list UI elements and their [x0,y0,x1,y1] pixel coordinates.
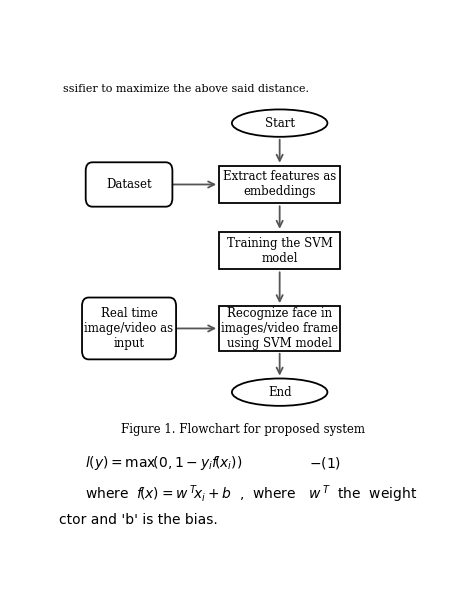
Text: Training the SVM
model: Training the SVM model [227,237,333,265]
Text: Extract features as
embeddings: Extract features as embeddings [223,170,336,199]
FancyBboxPatch shape [219,166,340,204]
Text: $- (1)$: $- (1)$ [309,455,341,471]
Ellipse shape [232,110,328,137]
FancyBboxPatch shape [86,162,173,207]
Text: Real time
image/video as
input: Real time image/video as input [84,307,173,350]
Ellipse shape [232,378,328,406]
Text: ctor and 'b' is the bias.: ctor and 'b' is the bias. [59,512,218,527]
Text: Recognize face in
images/video frame
using SVM model: Recognize face in images/video frame usi… [221,307,338,350]
FancyBboxPatch shape [82,297,176,359]
FancyBboxPatch shape [219,306,340,351]
Text: ssifier to maximize the above said distance.: ssifier to maximize the above said dista… [63,84,309,94]
Text: Start: Start [264,116,295,129]
Text: where  $f\!\left(x\right) = w^{\,T}\!x_i + b$  ,  where   $w^{\,T}$  the  weight: where $f\!\left(x\right) = w^{\,T}\!x_i … [85,484,417,505]
Text: Dataset: Dataset [106,178,152,191]
Text: End: End [268,386,292,398]
Text: $l(y) = \mathrm{max}\!\left(0, 1-y_i f\!\left(x_i\right)\right)$: $l(y) = \mathrm{max}\!\left(0, 1-y_i f\!… [85,454,242,472]
Text: Figure 1. Flowchart for proposed system: Figure 1. Flowchart for proposed system [121,424,365,436]
FancyBboxPatch shape [219,232,340,270]
